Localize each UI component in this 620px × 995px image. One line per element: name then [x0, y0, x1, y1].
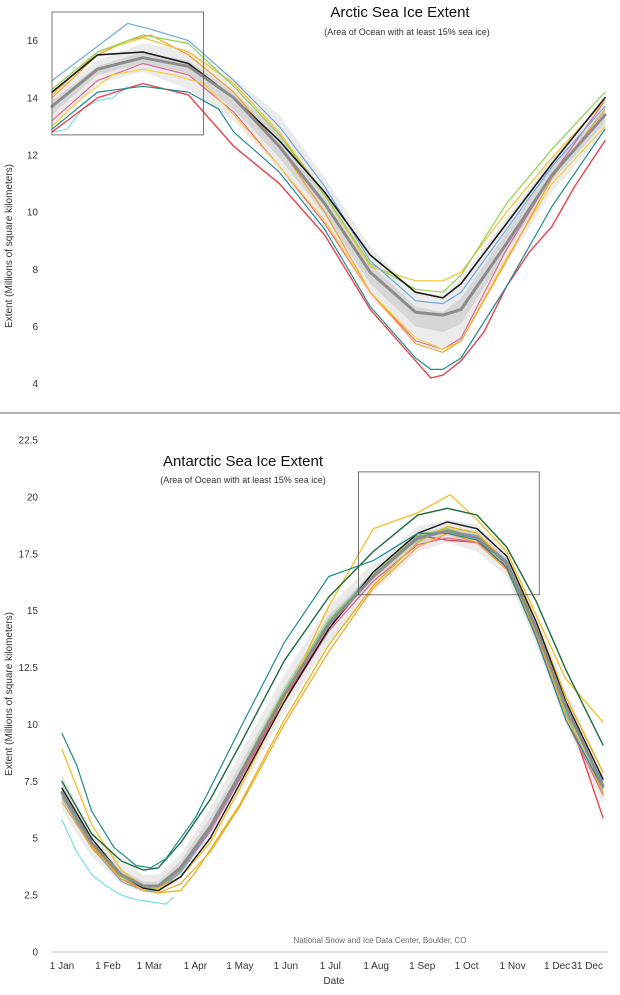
antarctic-x-tick-label: 1 Jan	[50, 961, 74, 972]
antarctic-series-black[interactable]	[61, 521, 604, 892]
antarctic-y-axis-title: Extent (Millions of square kilometers)	[4, 612, 15, 776]
antarctic-subtitle: (Area of Ocean with at least 15% sea ice…	[160, 475, 326, 485]
antarctic-x-tick-label: 1 Apr	[184, 961, 208, 972]
arctic-series-cyan[interactable]	[51, 85, 129, 133]
antarctic-series-darkgreen[interactable]	[61, 507, 604, 871]
arctic-subtitle: (Area of Ocean with at least 15% sea ice…	[324, 27, 490, 37]
antarctic-x-tick-label: 1 Oct	[455, 961, 479, 972]
antarctic-y-tick-label: 2.5	[24, 891, 38, 902]
arctic-series-lines	[50, 22, 607, 379]
arctic-y-tick-label: 4	[32, 379, 38, 390]
antarctic-x-tick-label: 1 Jul	[320, 961, 341, 972]
arctic-y-tick-label: 12	[27, 151, 39, 162]
arctic-zoom-rect[interactable]	[51, 11, 204, 136]
arctic-y-tick-labels: 4 6 8 10 12 14 16	[27, 36, 39, 390]
antarctic-x-tick-label: 1 May	[226, 961, 253, 972]
arctic-series-yellow[interactable]	[51, 68, 606, 350]
arctic-series-teal[interactable]	[51, 85, 606, 370]
credit-text: National Snow and Ice Data Center, Bould…	[294, 936, 467, 945]
antarctic-y-tick-label: 7.5	[24, 777, 38, 788]
arctic-series-green[interactable]	[51, 34, 606, 293]
arctic-zoom-box[interactable]	[51, 11, 204, 136]
arctic-y-tick-label: 14	[27, 93, 39, 104]
antarctic-x-tick-label: 1 Mar	[137, 961, 163, 972]
antarctic-y-tick-label: 15	[27, 606, 39, 617]
antarctic-y-tick-label: 12.5	[19, 663, 39, 674]
antarctic-title: Antarctic Sea Ice Extent	[163, 453, 324, 470]
arctic-series-pink[interactable]	[51, 62, 606, 350]
antarctic-x-tick-label: 1 Jun	[274, 961, 298, 972]
arctic-series-orange[interactable]	[51, 34, 606, 353]
arctic-y-tick-label: 6	[32, 322, 38, 333]
arctic-series-red[interactable]	[51, 82, 606, 379]
arctic-y-tick-label: 10	[27, 208, 39, 219]
antarctic-series-cyan[interactable]	[61, 819, 174, 905]
antarctic-x-tick-label: 1 Dec	[544, 961, 570, 972]
arctic-y-tick-label: 16	[27, 36, 39, 47]
antarctic-x-axis-title: Date	[323, 976, 345, 987]
antarctic-x-tick-labels: 1 Jan 1 Feb 1 Mar 1 Apr 1 May 1 Jun 1 Jul 1 Aug…	[50, 961, 603, 972]
arctic-series-blue[interactable]	[51, 22, 606, 305]
antarctic-y-tick-labels: 0 2.5 5 7.5 10 12.5 15 17.5 20 22.5	[19, 436, 39, 959]
antarctic-chart: 0 2.5 5 7.5 10 12.5 15 17.5 20 22.5 1 Jan 1 Feb 1 M…	[4, 436, 608, 987]
antarctic-series-lines	[60, 493, 605, 905]
antarctic-x-tick-label: 1 Feb	[95, 961, 121, 972]
antarctic-zoom-box[interactable]	[357, 471, 540, 596]
antarctic-x-tick-label: 1 Sep	[409, 961, 436, 972]
antarctic-y-tick-label: 5	[32, 834, 38, 845]
arctic-title: Arctic Sea Ice Extent	[330, 4, 470, 21]
antarctic-x-tick-label: 31 Dec	[571, 961, 603, 972]
arctic-series-gold[interactable]	[51, 37, 606, 282]
antarctic-x-tick-label: 1 Aug	[363, 961, 389, 972]
arctic-chart: 4 6 8 10 12 14 16 Arctic Sea Ice Extent (Area …	[4, 4, 607, 390]
arctic-y-axis-title: Extent (Millions of square kilometers)	[4, 164, 15, 328]
antarctic-series-teal[interactable]	[61, 532, 604, 869]
arctic-y-tick-label: 8	[32, 265, 38, 276]
antarctic-zoom-rect[interactable]	[357, 471, 540, 596]
antarctic-x-tick-label: 1 Nov	[500, 961, 526, 972]
arctic-series-median[interactable]	[50, 56, 607, 317]
arctic-series-black[interactable]	[51, 51, 606, 299]
antarctic-series-median[interactable]	[60, 529, 605, 888]
antarctic-y-tick-label: 10	[27, 720, 39, 731]
antarctic-y-tick-label: 0	[32, 948, 38, 959]
antarctic-y-tick-label: 22.5	[19, 436, 39, 447]
antarctic-y-tick-label: 20	[27, 492, 39, 503]
antarctic-y-tick-label: 17.5	[19, 549, 39, 560]
